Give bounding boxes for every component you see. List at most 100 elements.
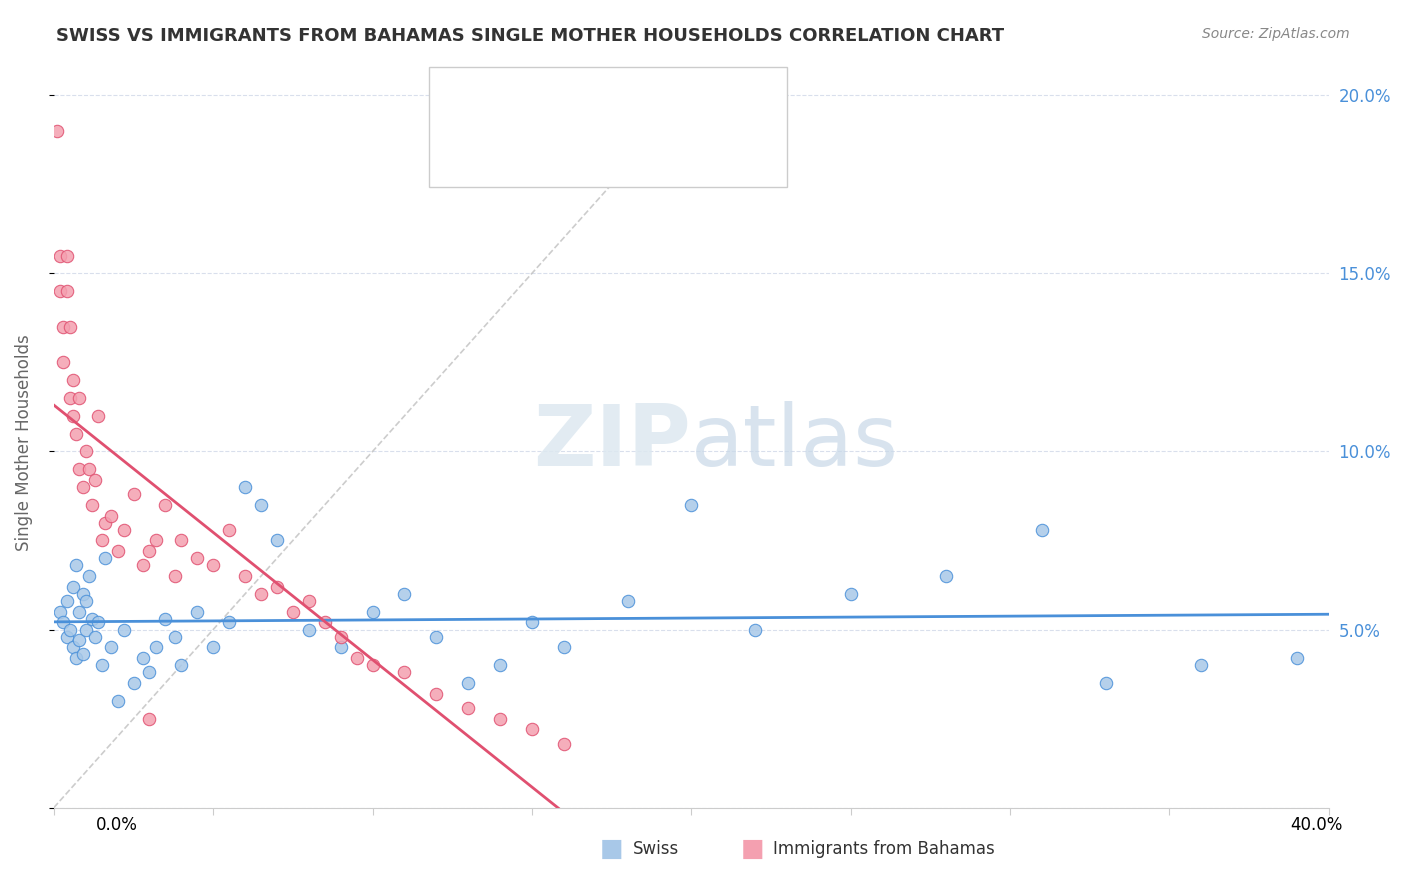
Point — [62, 640, 84, 655]
Text: ■: ■ — [741, 838, 763, 861]
Point — [90, 658, 112, 673]
Point — [84, 630, 107, 644]
Point — [361, 605, 384, 619]
Point — [46, 124, 69, 138]
Point — [112, 523, 135, 537]
Point — [55, 248, 77, 262]
Point — [62, 373, 84, 387]
Point — [163, 630, 186, 644]
Point — [72, 648, 94, 662]
Point — [100, 640, 122, 655]
Point — [233, 480, 256, 494]
Point — [616, 594, 638, 608]
Point — [77, 569, 100, 583]
Point — [65, 558, 87, 573]
Point — [122, 676, 145, 690]
Point — [186, 605, 208, 619]
Point — [52, 615, 75, 630]
Text: SWISS VS IMMIGRANTS FROM BAHAMAS SINGLE MOTHER HOUSEHOLDS CORRELATION CHART: SWISS VS IMMIGRANTS FROM BAHAMAS SINGLE … — [56, 27, 1004, 45]
Point — [298, 594, 321, 608]
Point — [1031, 523, 1053, 537]
Point — [55, 594, 77, 608]
Point — [394, 665, 416, 680]
Point — [186, 551, 208, 566]
Point — [744, 623, 766, 637]
Point — [112, 623, 135, 637]
Point — [425, 630, 447, 644]
Point — [84, 473, 107, 487]
Point — [132, 651, 155, 665]
Point — [62, 580, 84, 594]
Point — [138, 712, 160, 726]
Point — [839, 587, 862, 601]
Point — [72, 587, 94, 601]
Text: R = -0.107   N = 55: R = -0.107 N = 55 — [499, 98, 690, 116]
Point — [62, 409, 84, 423]
Point — [49, 605, 72, 619]
Point — [520, 615, 543, 630]
Point — [132, 558, 155, 573]
Point — [425, 687, 447, 701]
Point — [49, 248, 72, 262]
Point — [100, 508, 122, 523]
Text: 40.0%: 40.0% — [1291, 816, 1343, 834]
Point — [1094, 676, 1116, 690]
Point — [87, 615, 110, 630]
Point — [250, 498, 273, 512]
Point — [80, 498, 103, 512]
FancyBboxPatch shape — [450, 90, 492, 124]
Point — [250, 587, 273, 601]
Point — [107, 544, 129, 558]
Point — [457, 676, 479, 690]
Point — [155, 498, 177, 512]
Point — [122, 487, 145, 501]
Point — [67, 605, 90, 619]
Point — [233, 569, 256, 583]
Point — [75, 623, 97, 637]
Point — [94, 516, 117, 530]
Point — [67, 391, 90, 405]
Point — [329, 640, 352, 655]
Point — [553, 640, 575, 655]
Point — [72, 480, 94, 494]
Point — [59, 319, 82, 334]
Point — [218, 615, 240, 630]
Point — [59, 391, 82, 405]
Text: Source: ZipAtlas.com: Source: ZipAtlas.com — [1202, 27, 1350, 41]
Point — [67, 633, 90, 648]
Y-axis label: Single Mother Households: Single Mother Households — [15, 334, 32, 551]
Point — [218, 523, 240, 537]
Point — [145, 640, 167, 655]
Point — [145, 533, 167, 548]
Point — [202, 640, 225, 655]
Point — [67, 462, 90, 476]
Point — [346, 651, 368, 665]
Point — [52, 355, 75, 369]
Point — [202, 558, 225, 573]
Point — [553, 737, 575, 751]
Point — [87, 409, 110, 423]
Point — [138, 544, 160, 558]
Point — [94, 551, 117, 566]
Point — [170, 658, 193, 673]
Point — [170, 533, 193, 548]
Point — [281, 605, 304, 619]
Point — [155, 612, 177, 626]
Point — [361, 658, 384, 673]
Text: Swiss: Swiss — [633, 840, 679, 858]
Text: R =  0.301   N = 51: R = 0.301 N = 51 — [499, 139, 689, 157]
Point — [489, 658, 512, 673]
Point — [138, 665, 160, 680]
Point — [457, 701, 479, 715]
Text: ZIP: ZIP — [533, 401, 692, 484]
Point — [489, 712, 512, 726]
Point — [394, 587, 416, 601]
Point — [55, 284, 77, 298]
Point — [520, 723, 543, 737]
Text: 0.0%: 0.0% — [96, 816, 138, 834]
Point — [1285, 651, 1308, 665]
Point — [75, 444, 97, 458]
Point — [52, 319, 75, 334]
Point — [49, 284, 72, 298]
Point — [935, 569, 957, 583]
